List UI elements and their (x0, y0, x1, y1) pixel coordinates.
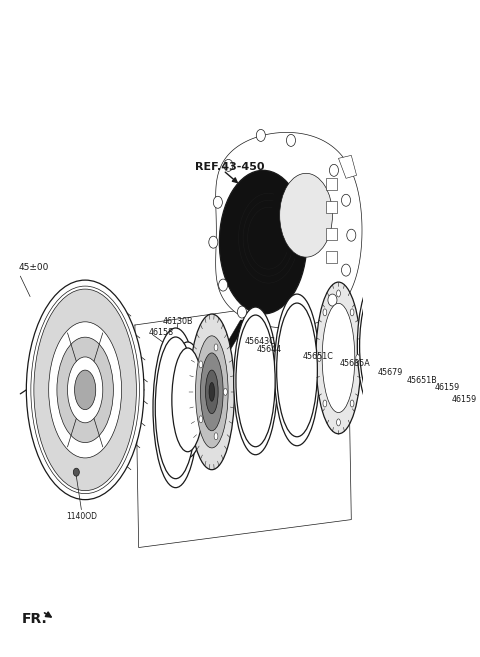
Text: 1140OD: 1140OD (66, 512, 97, 520)
Ellipse shape (48, 322, 121, 458)
Ellipse shape (209, 382, 215, 401)
Ellipse shape (427, 270, 457, 374)
Ellipse shape (323, 400, 327, 407)
Ellipse shape (238, 306, 247, 318)
Text: 45±00: 45±00 (19, 263, 49, 272)
Ellipse shape (34, 289, 136, 491)
Ellipse shape (199, 416, 203, 423)
Text: 45651B: 45651B (407, 376, 437, 385)
Ellipse shape (26, 280, 144, 499)
Ellipse shape (57, 337, 113, 443)
Ellipse shape (195, 336, 228, 448)
Ellipse shape (224, 388, 227, 396)
Ellipse shape (336, 290, 340, 297)
Bar (326, 201, 337, 214)
Ellipse shape (219, 170, 307, 314)
Ellipse shape (31, 286, 139, 493)
Ellipse shape (356, 354, 360, 361)
Ellipse shape (275, 294, 320, 445)
Ellipse shape (428, 276, 456, 368)
Ellipse shape (394, 274, 430, 394)
Ellipse shape (316, 282, 361, 434)
Ellipse shape (328, 294, 337, 306)
Text: FR.: FR. (22, 612, 48, 626)
Ellipse shape (234, 307, 277, 455)
Ellipse shape (280, 173, 333, 257)
Polygon shape (338, 155, 357, 178)
Ellipse shape (218, 279, 228, 291)
Text: REF.43-450: REF.43-450 (195, 162, 265, 172)
Ellipse shape (360, 286, 396, 406)
Ellipse shape (256, 129, 265, 141)
Text: 46130B: 46130B (163, 317, 193, 326)
Text: 45679: 45679 (378, 368, 403, 377)
Ellipse shape (172, 348, 204, 452)
Ellipse shape (236, 315, 275, 447)
Text: 45651C: 45651C (302, 352, 333, 361)
Text: 45685A: 45685A (340, 359, 371, 368)
Ellipse shape (189, 314, 234, 470)
Ellipse shape (214, 433, 218, 440)
Text: 46159: 46159 (435, 383, 460, 392)
Ellipse shape (276, 303, 317, 437)
Text: 45644: 45644 (257, 345, 282, 354)
Ellipse shape (209, 237, 218, 248)
Ellipse shape (153, 328, 198, 487)
Ellipse shape (73, 468, 79, 476)
Ellipse shape (287, 135, 296, 147)
Ellipse shape (350, 309, 354, 316)
Ellipse shape (336, 419, 340, 426)
Ellipse shape (224, 160, 233, 171)
Text: 46159: 46159 (452, 395, 477, 404)
Ellipse shape (323, 309, 327, 316)
Bar (326, 228, 337, 240)
Ellipse shape (341, 264, 350, 276)
Ellipse shape (201, 353, 223, 431)
Ellipse shape (199, 361, 203, 368)
Ellipse shape (317, 354, 321, 361)
Text: 45643C: 45643C (244, 337, 275, 346)
Polygon shape (216, 133, 362, 328)
Ellipse shape (395, 281, 428, 387)
Ellipse shape (170, 342, 205, 458)
Bar (326, 251, 337, 263)
Ellipse shape (347, 229, 356, 241)
Polygon shape (181, 320, 248, 420)
Ellipse shape (68, 357, 103, 423)
Ellipse shape (329, 164, 338, 176)
Ellipse shape (322, 304, 355, 413)
Ellipse shape (350, 400, 354, 407)
Ellipse shape (214, 344, 218, 351)
Ellipse shape (357, 278, 398, 414)
Ellipse shape (205, 370, 218, 414)
Ellipse shape (213, 196, 222, 208)
Text: 46158: 46158 (148, 328, 174, 337)
Ellipse shape (74, 370, 96, 409)
Bar (326, 178, 337, 191)
Ellipse shape (155, 337, 196, 479)
Ellipse shape (341, 194, 350, 206)
